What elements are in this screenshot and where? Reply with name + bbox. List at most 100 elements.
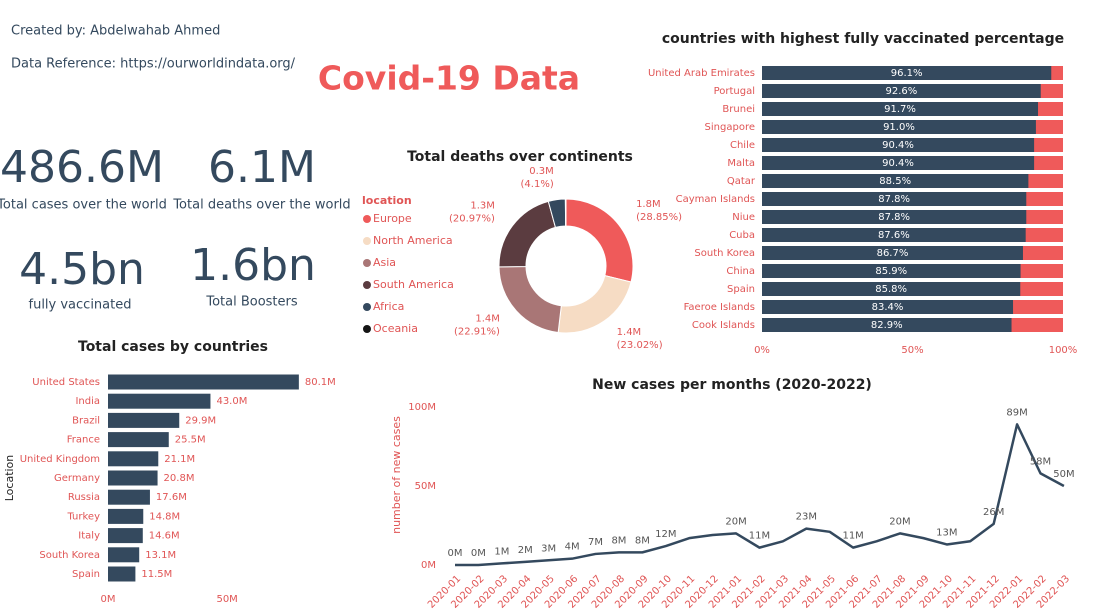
line [455, 423, 1065, 567]
value-label: 87.6% [878, 230, 910, 241]
value-label: 90.4% [882, 158, 914, 169]
value-label: 0M [448, 548, 463, 559]
y-tick-label: Malta [727, 158, 755, 169]
value-label: 82.9% [871, 320, 903, 331]
value-label: 21.1M [164, 454, 195, 465]
y-tick-label: 50M [415, 481, 436, 492]
bar [762, 66, 1052, 80]
value-label: 0M [471, 548, 486, 559]
value-label: 89M [1006, 407, 1027, 418]
bar [108, 432, 169, 448]
value-label: 88.5% [879, 176, 911, 187]
bar [108, 528, 143, 544]
legend-marker [363, 259, 371, 267]
bar [762, 264, 1021, 278]
y-tick-label: Niue [732, 212, 755, 223]
value-label: 96.1% [891, 68, 923, 79]
legend-label: Europe [373, 212, 412, 225]
value-label: 26M [983, 507, 1004, 518]
legend-marker [363, 303, 371, 311]
y-axis-title: number of new cases [390, 416, 403, 534]
value-label: 4M [565, 542, 580, 553]
kpi-value: 6.1M [208, 142, 316, 193]
value-label: 8M [635, 535, 650, 546]
y-tick-label: 0M [421, 560, 436, 571]
y-tick-label: Qatar [727, 176, 756, 187]
value-label: 91.0% [883, 122, 915, 133]
y-tick-label: South Korea [39, 550, 100, 561]
slice-percent-label: (23.02%) [617, 340, 663, 351]
value-label: 50M [1053, 469, 1074, 480]
value-label: 87.8% [878, 212, 910, 223]
bar [762, 156, 1035, 170]
donut-slice [564, 198, 567, 227]
y-tick-label: Italy [78, 531, 100, 542]
x-tick-label: 0% [754, 345, 770, 356]
x-tick-label: 50M [216, 594, 237, 605]
page-title: Covid-19 Data [318, 59, 580, 98]
value-label: 13.1M [145, 550, 176, 561]
y-tick-label: Cayman Islands [676, 194, 755, 205]
value-label: 17.6M [156, 492, 187, 503]
value-label: 85.9% [875, 266, 907, 277]
value-label: 80.1M [305, 377, 336, 388]
bar [108, 393, 211, 409]
value-label: 25.5M [175, 435, 206, 446]
y-tick-label: 100M [408, 402, 436, 413]
bar [762, 300, 1014, 314]
chart-title: Total deaths over continents [407, 149, 633, 165]
kpi-label: Total deaths over the world [172, 198, 350, 213]
legend-marker [363, 215, 371, 223]
legend-label: Africa [373, 300, 404, 313]
value-label: 14.8M [149, 511, 180, 522]
x-tick-label: 50% [901, 345, 923, 356]
bar [108, 451, 159, 467]
value-label: 11M [749, 531, 770, 542]
bar [762, 228, 1026, 242]
chart-title: Total cases by countries [78, 339, 268, 355]
y-tick-label: Germany [54, 473, 100, 484]
bar [762, 84, 1041, 98]
value-label: 58M [1030, 456, 1051, 467]
bar [108, 566, 136, 582]
value-label: 20.8M [164, 473, 195, 484]
y-tick-label: Cuba [729, 230, 755, 241]
value-label: 11M [842, 531, 863, 542]
y-tick-label: Cook Islands [692, 320, 755, 331]
value-label: 11.5M [141, 569, 172, 580]
y-tick-label: Turkey [66, 511, 100, 522]
y-tick-label: United States [32, 377, 100, 388]
value-label: 86.7% [877, 248, 909, 259]
slice-amount-label: 1.3M [470, 200, 495, 211]
bar [108, 412, 180, 428]
y-tick-label: Faeroe Islands [684, 302, 755, 313]
bar [762, 174, 1029, 188]
bar [108, 508, 144, 524]
bar [762, 102, 1039, 116]
y-tick-label: Singapore [705, 122, 755, 133]
slice-amount-label: 1.4M [475, 314, 500, 325]
bar [762, 192, 1027, 206]
credit: Created by: Abdelwahab Ahmed [11, 24, 220, 39]
slice-percent-label: (22.91%) [454, 327, 500, 338]
bar [762, 138, 1035, 152]
legend-label: South America [373, 278, 454, 291]
value-label: 87.8% [878, 194, 910, 205]
value-label: 85.8% [875, 284, 907, 295]
slice-amount-label: 0.3M [529, 166, 554, 177]
slice-amount-label: 1.4M [617, 327, 642, 338]
value-label: 29.9M [185, 415, 216, 426]
y-tick-label: United Kingdom [20, 454, 100, 465]
y-tick-label: China [726, 266, 755, 277]
value-label: 91.7% [884, 104, 916, 115]
x-tick-label: 0M [101, 594, 116, 605]
value-label: 7M [588, 537, 603, 548]
value-label: 83.4% [872, 302, 904, 313]
y-tick-label: Spain [72, 569, 100, 580]
bar [108, 374, 299, 390]
legend-marker [363, 281, 371, 289]
value-label: 8M [611, 535, 626, 546]
value-label: 43.0M [216, 396, 247, 407]
y-tick-label: Spain [727, 284, 755, 295]
y-tick-label: Brunei [722, 104, 755, 115]
